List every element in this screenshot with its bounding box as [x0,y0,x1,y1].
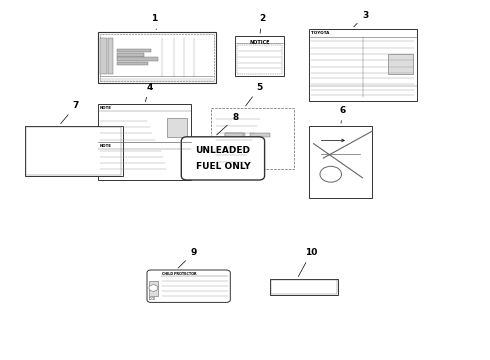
Text: NOTE: NOTE [99,106,111,110]
Text: 9: 9 [178,248,197,268]
Bar [167,118,187,137]
Text: 5: 5 [245,83,263,106]
Bar [98,32,216,83]
Bar [117,57,158,61]
Bar [24,126,122,176]
Text: NOTE: NOTE [99,144,111,148]
Text: LOCK: LOCK [149,297,156,301]
Bar [98,104,191,180]
Bar [100,34,214,81]
FancyBboxPatch shape [181,137,265,180]
Text: 3: 3 [354,11,368,27]
Bar [211,108,294,169]
Bar [117,62,148,65]
Bar [26,127,121,175]
Bar [309,126,372,198]
Text: 7: 7 [61,101,79,124]
Bar [235,36,284,76]
Text: NOTICE: NOTICE [249,40,270,45]
Text: 8: 8 [217,113,238,135]
Circle shape [149,285,158,291]
Bar [225,133,243,137]
FancyBboxPatch shape [147,270,230,302]
Bar [149,281,158,296]
Bar [237,45,282,74]
Text: 10: 10 [298,248,318,276]
Bar [117,53,144,57]
Bar [108,38,113,74]
Bar [270,279,338,295]
Bar [100,38,107,74]
Text: TOYOTA: TOYOTA [311,31,329,35]
Bar [117,49,151,52]
Bar [271,280,337,294]
Text: 4: 4 [146,83,153,102]
Bar [388,54,413,74]
Text: 6: 6 [340,106,346,123]
Bar [309,29,416,101]
Text: UNLEADED: UNLEADED [196,146,250,155]
Bar [225,133,245,137]
Text: CHILD PROTECTOR: CHILD PROTECTOR [162,271,196,276]
Text: 2: 2 [259,14,265,33]
Bar [250,133,270,137]
Text: FUEL ONLY: FUEL ONLY [196,162,250,171]
Text: 1: 1 [151,14,157,30]
